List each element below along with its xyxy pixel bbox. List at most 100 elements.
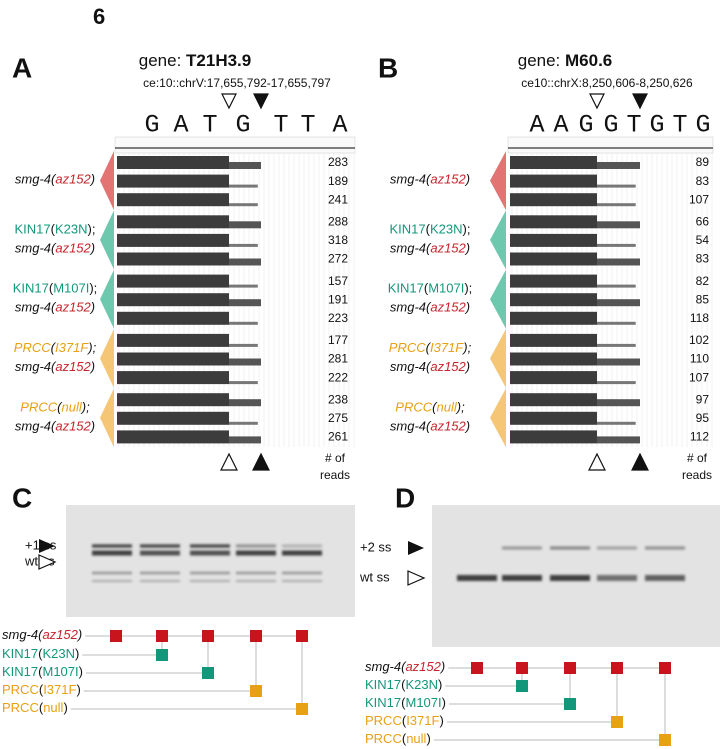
- lane-marker: [202, 630, 214, 642]
- sequence-base: G: [144, 111, 159, 140]
- lane-marker: [611, 716, 623, 728]
- label-part: );: [455, 400, 465, 415]
- gel-band: [236, 580, 276, 582]
- reads-label: # of: [687, 451, 708, 465]
- group-wedge: [490, 328, 506, 389]
- coverage-bar: [117, 411, 229, 425]
- label-part: az152: [55, 359, 91, 374]
- coverage-bar: [117, 174, 229, 188]
- coverage-ext: [229, 162, 261, 169]
- legend-label: smg-4(az152): [365, 659, 445, 674]
- gel-band: [597, 575, 637, 581]
- legend-label: PRCC(null): [2, 700, 68, 715]
- reads-label: # of: [325, 451, 346, 465]
- label-part: KIN17: [365, 695, 401, 710]
- legend-label: smg-4(az152): [2, 627, 82, 642]
- label-part: KIN17: [390, 222, 426, 237]
- coverage-bar: [117, 233, 229, 247]
- legend-label: PRCC(I371F): [365, 713, 444, 728]
- genotype-label: KIN17(K23N);: [15, 222, 96, 237]
- group-wedge: [100, 210, 114, 270]
- coverage-bar: [510, 252, 597, 266]
- sequence-base: G: [695, 111, 710, 140]
- label-part: ): [63, 700, 67, 715]
- group-wedge: [490, 269, 506, 329]
- sequence-base: A: [173, 111, 188, 140]
- gene-title: gene: M60.6: [518, 51, 613, 70]
- legend-label: KIN17(M107I): [2, 664, 83, 679]
- label-part: az152: [430, 359, 466, 374]
- read-count: 281: [328, 352, 348, 366]
- label-part: ): [89, 172, 95, 187]
- coverage-bar: [117, 333, 229, 347]
- lane-marker: [296, 703, 308, 715]
- label-part: PRCC: [395, 400, 432, 415]
- label-part: );: [88, 222, 96, 237]
- read-count: 241: [328, 192, 348, 206]
- sequence-base: A: [332, 111, 347, 140]
- label-part: M107I: [405, 695, 441, 710]
- coverage-bar: [510, 274, 597, 288]
- gel-band: [190, 550, 230, 556]
- genotype-label: PRCC(I371F);: [389, 340, 472, 355]
- coverage-bar: [510, 352, 597, 366]
- label-part: K23N: [42, 646, 75, 661]
- label-part: M107I: [428, 281, 464, 296]
- band-arrow: [39, 539, 55, 553]
- gel-band: [502, 546, 542, 550]
- genotype-label: smg-4(az152): [390, 359, 470, 374]
- label-part: az152: [430, 300, 466, 315]
- label-part: PRCC: [2, 682, 39, 697]
- read-count: 89: [696, 155, 710, 169]
- coverage-bar: [510, 293, 597, 307]
- coverage-bar: [117, 352, 229, 366]
- read-count: 318: [328, 233, 348, 247]
- label-part: ): [79, 664, 83, 679]
- gel-band: [140, 580, 180, 582]
- read-count: 118: [690, 311, 709, 325]
- label-part: (: [426, 222, 431, 237]
- gel-band: [282, 580, 322, 582]
- label-part: );: [80, 400, 90, 415]
- label-part: KIN17: [2, 664, 38, 679]
- label-part: ): [464, 172, 470, 187]
- gel-band: [190, 571, 230, 575]
- label-part: ): [464, 300, 470, 315]
- legend-label: KIN17(K23N): [365, 677, 442, 692]
- label-part: ): [76, 682, 80, 697]
- panel-letter: C: [12, 482, 32, 513]
- sequence-base: A: [553, 111, 568, 140]
- coverage-bar: [117, 252, 229, 266]
- label-part: PRCC: [20, 400, 57, 415]
- read-count: 83: [696, 252, 710, 266]
- lane-marker: [564, 698, 576, 710]
- label-part: I371F: [430, 340, 464, 355]
- label-part: KIN17: [365, 677, 401, 692]
- read-count: 288: [328, 214, 348, 228]
- label-part: (: [426, 340, 432, 355]
- gene-name: M60.6: [565, 51, 612, 70]
- gel-band: [236, 550, 276, 556]
- coverage-ext: [229, 381, 258, 385]
- coverage-ext: [229, 203, 258, 207]
- label-part: ): [89, 359, 95, 374]
- group-wedge: [100, 151, 114, 211]
- gel-band: [645, 546, 685, 550]
- panel-letter: A: [12, 52, 32, 83]
- label-part: );: [86, 340, 96, 355]
- genotype-label: smg-4(az152): [15, 300, 95, 315]
- lane-marker: [250, 630, 262, 642]
- read-count: 261: [328, 430, 348, 444]
- lane-marker: [250, 685, 262, 697]
- coverage-ext: [229, 299, 261, 307]
- read-count: 110: [690, 352, 709, 366]
- label-part: null: [43, 700, 63, 715]
- read-count: 189: [328, 174, 348, 188]
- label-part: smg-4(: [390, 241, 432, 256]
- legend-label: KIN17(K23N): [2, 646, 79, 661]
- sequence-base: G: [578, 111, 593, 140]
- label-part: ): [464, 241, 470, 256]
- sequence-base: G: [603, 111, 618, 140]
- label-part: ): [89, 300, 95, 315]
- group-wedge: [490, 151, 506, 211]
